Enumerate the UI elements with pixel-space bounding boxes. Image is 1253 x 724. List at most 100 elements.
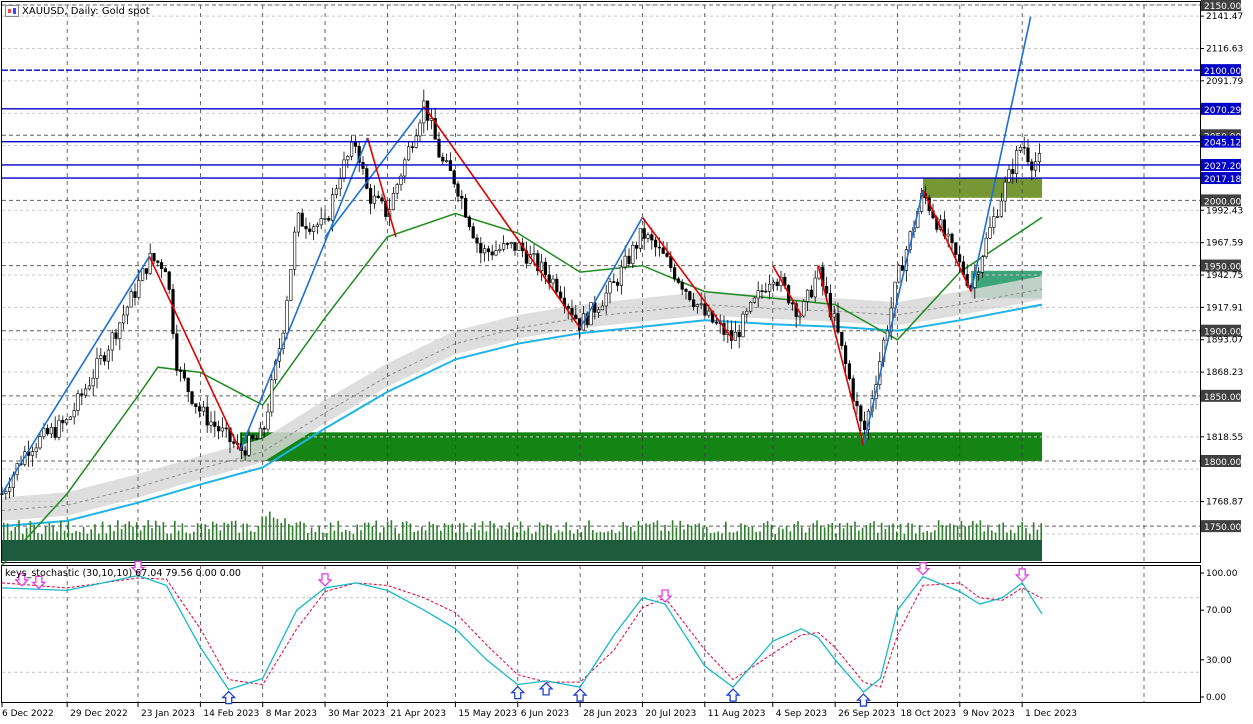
candle-body xyxy=(304,225,308,230)
volume-bar xyxy=(926,530,928,540)
candle-body xyxy=(703,303,707,316)
candle-body xyxy=(954,242,958,255)
grid-layer xyxy=(1,1,1201,703)
candle-body xyxy=(273,360,278,381)
candle-body xyxy=(319,218,323,226)
candle-body xyxy=(859,405,863,422)
volume-bar xyxy=(979,520,982,540)
candle-body xyxy=(741,313,745,338)
candle-body xyxy=(167,271,171,290)
volume-bar xyxy=(261,516,263,540)
volume-bar xyxy=(713,532,716,540)
candle-body xyxy=(767,283,772,292)
volume-bar xyxy=(607,531,609,540)
volume-bar xyxy=(698,523,700,540)
candle-body xyxy=(1007,169,1011,183)
candle-body xyxy=(110,332,114,351)
candle-body xyxy=(91,377,95,387)
price-badge-0 xyxy=(1201,0,1241,11)
x-tick-label-12: 4 Sep 2023 xyxy=(776,709,827,719)
volume-bar xyxy=(565,522,567,540)
volume-bar xyxy=(580,531,583,540)
up-arrow-icon xyxy=(725,688,741,702)
volume-bar xyxy=(816,520,818,540)
volume-bar xyxy=(432,524,434,540)
volume-bar xyxy=(276,518,279,540)
zigzag-bull-5 xyxy=(970,16,1032,292)
candle-body xyxy=(255,438,259,440)
volume-bar xyxy=(839,523,841,540)
candle-body xyxy=(376,195,380,199)
volume-bar xyxy=(641,525,643,540)
candle-body xyxy=(8,487,12,492)
x-tick-label-10: 20 Jul 2023 xyxy=(645,709,696,719)
candle-body xyxy=(612,281,616,283)
candle-body xyxy=(805,289,810,302)
x-tick-label-14: 18 Oct 2023 xyxy=(900,709,956,719)
volume-bar xyxy=(709,532,712,540)
candle-body xyxy=(733,331,737,341)
candle-body xyxy=(186,377,190,392)
volume-bar xyxy=(375,520,377,540)
main-frame xyxy=(1,1,1201,563)
candle-body xyxy=(695,304,699,307)
volume-bar xyxy=(831,522,833,540)
volume-bar xyxy=(823,527,826,540)
down-arrow-icon xyxy=(31,575,47,590)
candle-body xyxy=(809,289,813,298)
volume-bar xyxy=(546,524,548,540)
candle-body xyxy=(509,242,513,244)
candle-body xyxy=(441,156,445,162)
candle-body xyxy=(296,212,301,233)
volume-bar xyxy=(808,527,811,540)
volume-bar xyxy=(280,522,282,540)
candle-body xyxy=(479,242,483,254)
volume-bar xyxy=(557,530,560,540)
candle-body xyxy=(661,247,665,254)
candle-body xyxy=(103,355,107,362)
volume-bar xyxy=(763,522,765,540)
volume-bar xyxy=(181,523,184,540)
volume-bar xyxy=(402,522,404,540)
candle-body xyxy=(1003,181,1007,202)
candle-body xyxy=(532,253,536,255)
volume-bar xyxy=(246,523,248,540)
candle-body xyxy=(699,303,703,306)
candle-body xyxy=(714,321,718,324)
candle-body xyxy=(862,420,867,430)
down-arrow-icon xyxy=(130,560,146,575)
symbol-label: XAUUSD, Daily: Gold spot xyxy=(22,5,150,17)
volume-bar xyxy=(664,524,666,540)
volume-bar xyxy=(998,524,1001,540)
candle-body xyxy=(992,216,996,228)
candle-body xyxy=(323,218,327,220)
candle-body xyxy=(760,290,764,292)
volume-bar xyxy=(185,532,187,540)
volume-bar xyxy=(143,525,146,540)
volume-bar xyxy=(326,533,328,540)
volume-bar xyxy=(440,530,442,540)
zigzag-bull-1 xyxy=(239,137,369,451)
volume-bar xyxy=(652,522,655,540)
candle-body xyxy=(76,393,80,411)
candle-body xyxy=(45,428,50,435)
volume-bar xyxy=(884,529,887,540)
up-arrow-icon xyxy=(510,685,526,700)
volume-bar xyxy=(550,525,552,540)
volume-bar xyxy=(162,522,165,540)
volume-bar xyxy=(721,533,723,540)
y-tick-label-16: 1768.87 xyxy=(1206,498,1243,508)
volume-bar xyxy=(18,520,20,540)
x-tick-label-4: 8 Mar 2023 xyxy=(266,709,317,719)
candle-body xyxy=(551,278,555,284)
candle-body xyxy=(752,297,756,303)
candle-body xyxy=(334,188,339,195)
volume-bar xyxy=(196,523,199,540)
volume-bar xyxy=(462,523,465,540)
candle-body xyxy=(513,242,517,251)
volume-bar xyxy=(987,524,989,540)
candle-body xyxy=(600,305,604,311)
down-arrow-icon xyxy=(915,562,931,576)
candle-body xyxy=(619,266,623,286)
